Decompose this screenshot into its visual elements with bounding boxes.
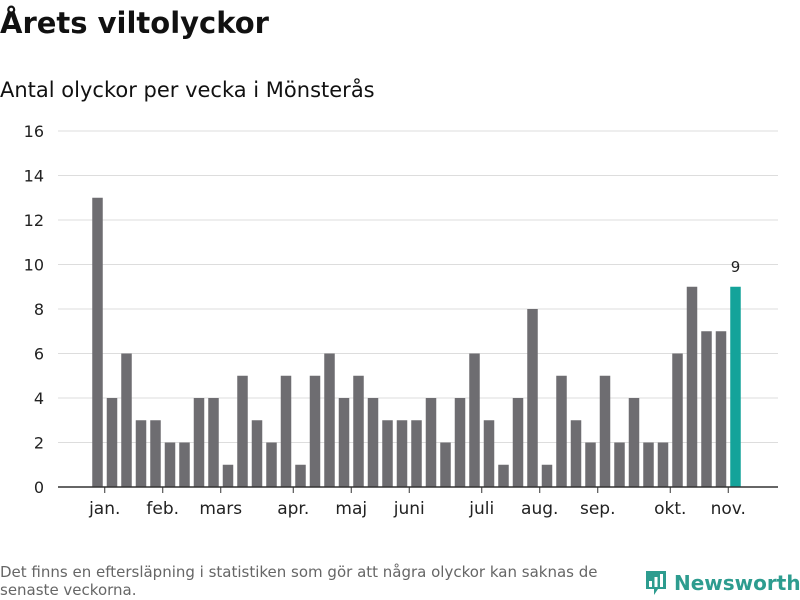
y-tick-label: 12 (24, 211, 44, 230)
bar (382, 420, 393, 487)
x-tick-label: maj (335, 499, 367, 519)
bar (643, 443, 654, 488)
bar (136, 420, 147, 487)
x-tick-label: nov. (711, 499, 746, 519)
data-label: 9 (731, 258, 741, 276)
bar (469, 354, 480, 488)
bar (179, 443, 190, 488)
x-tick-label: juni (393, 499, 425, 519)
bar (237, 376, 248, 487)
bar (121, 354, 132, 488)
bar (513, 398, 524, 487)
bar (295, 465, 306, 487)
bar (150, 420, 161, 487)
bar (455, 398, 466, 487)
x-tick-label: jan. (88, 499, 120, 519)
bar (266, 443, 277, 488)
bar (484, 420, 495, 487)
bar (716, 331, 727, 487)
x-tick-label: apr. (277, 499, 309, 519)
bar (498, 465, 509, 487)
bar (701, 331, 712, 487)
y-tick-label: 2 (34, 434, 44, 453)
bar (426, 398, 437, 487)
bar (440, 443, 451, 488)
brand-logo: Newsworthy (644, 569, 800, 597)
bar (194, 398, 205, 487)
y-tick-label: 8 (34, 300, 44, 319)
bar (600, 376, 611, 487)
bar (368, 398, 379, 487)
x-tick-label: okt. (654, 499, 686, 519)
bar-chart: 0 2 4 6 8 10 12 14 16 9 jan. feb. mars apr. maj juni jul… (0, 118, 800, 528)
y-tick-label: 10 (24, 256, 44, 275)
x-tick-label: aug. (521, 499, 558, 519)
bar (107, 398, 118, 487)
x-tick-label: sep. (580, 499, 616, 519)
bar (165, 443, 176, 488)
bar (223, 465, 234, 487)
page-title: Årets viltolyckor (0, 6, 269, 40)
bar (629, 398, 640, 487)
y-tick-label: 4 (34, 389, 44, 408)
bar (397, 420, 408, 487)
bar (92, 198, 103, 487)
bar (585, 443, 596, 488)
bar (339, 398, 350, 487)
bar (310, 376, 321, 487)
bar (687, 287, 698, 487)
brand-name: Newsworthy (674, 571, 800, 595)
y-tick-label: 14 (24, 167, 44, 186)
footnote: Det finns en eftersläpning i statistiken… (0, 563, 630, 599)
y-tick-label: 16 (24, 122, 44, 141)
newsworthy-logo-icon (644, 569, 668, 597)
bar (324, 354, 335, 488)
y-tick-label: 6 (34, 345, 44, 364)
bar (411, 420, 422, 487)
y-tick-label: 0 (34, 478, 44, 497)
bar (614, 443, 625, 488)
bar-highlight (730, 287, 741, 487)
bar (353, 376, 364, 487)
bar (672, 354, 683, 488)
bar (658, 443, 669, 488)
bar (281, 376, 292, 487)
bar (527, 309, 538, 487)
x-tick-label: mars (199, 499, 242, 519)
bar (571, 420, 582, 487)
bar (208, 398, 219, 487)
chart-subtitle: Antal olyckor per vecka i Mönsterås (0, 78, 375, 102)
bar (252, 420, 263, 487)
bar (542, 465, 553, 487)
x-tick-label: feb. (146, 499, 179, 519)
bar (556, 376, 567, 487)
x-tick-label: juli (468, 499, 494, 519)
